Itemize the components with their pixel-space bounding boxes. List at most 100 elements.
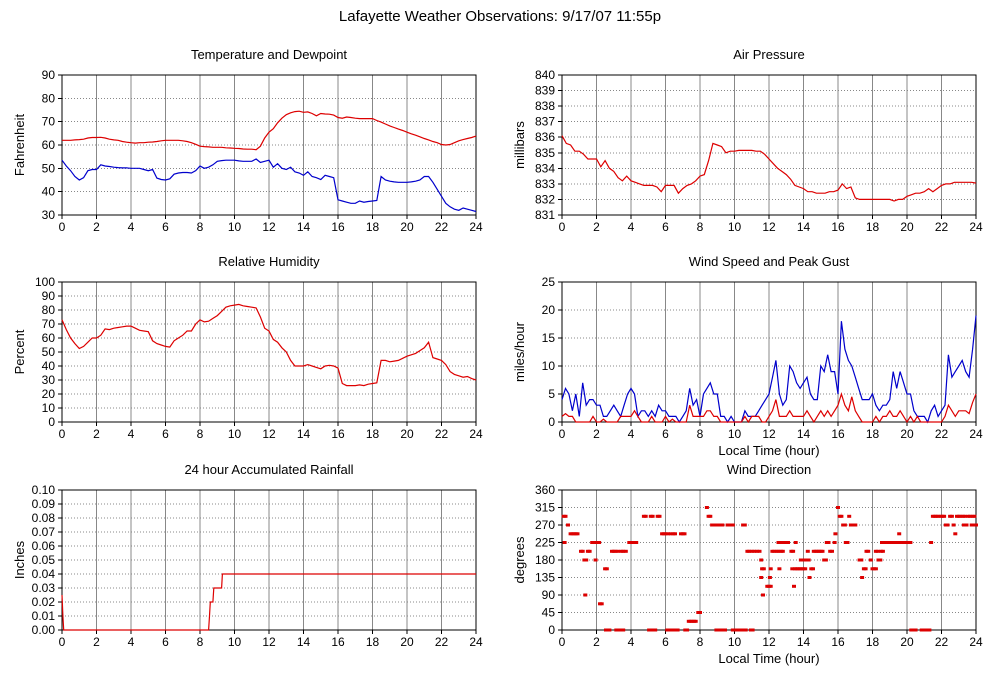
svg-text:90: 90 xyxy=(42,68,56,82)
axes xyxy=(558,74,977,219)
svg-text:24: 24 xyxy=(469,635,483,649)
chart-canvas-temperature-dewpoint: 0 2 4 6 8 10 12 14 16 18 20 22 2430405060708090Tempe… xyxy=(12,47,483,234)
svg-text:14: 14 xyxy=(297,635,311,649)
svg-text:270: 270 xyxy=(535,518,555,532)
svg-text:315: 315 xyxy=(535,501,555,515)
series-humidity xyxy=(61,303,477,387)
svg-text:4: 4 xyxy=(628,220,635,234)
svg-text:0.10: 0.10 xyxy=(32,483,56,497)
chart-title: Relative Humidity xyxy=(218,254,320,269)
series-wind-direction xyxy=(561,506,978,632)
svg-text:2: 2 xyxy=(93,635,100,649)
svg-text:30: 30 xyxy=(42,373,56,387)
grid xyxy=(562,282,976,422)
y-tick-labels: 0 45 90 135 180 225 270 315 360 xyxy=(535,483,555,637)
svg-text:18: 18 xyxy=(866,635,880,649)
chart-wind-direction: 0 2 4 6 8 10 12 14 16 18 20 22 24 0 45 90 135 180 225 270 31… xyxy=(510,460,990,672)
svg-text:10: 10 xyxy=(228,427,242,441)
labels: Air Pressure millibars xyxy=(512,47,805,169)
svg-text:225: 225 xyxy=(535,536,555,550)
axes xyxy=(558,489,977,634)
chart-canvas-accumulated-rainfall: 0 2 4 6 8 10 12 14 16 18 20 22 240.000.010.020.030.0… xyxy=(12,462,483,649)
svg-text:20: 20 xyxy=(542,303,556,317)
svg-text:40: 40 xyxy=(42,359,56,373)
svg-text:12: 12 xyxy=(762,427,776,441)
labels: Wind Direction degrees Local Time (hour) xyxy=(512,462,820,666)
svg-text:0.06: 0.06 xyxy=(32,539,56,553)
x-axis-label: Local Time (hour) xyxy=(718,651,819,666)
svg-text:45: 45 xyxy=(542,606,556,620)
svg-text:24: 24 xyxy=(469,220,483,234)
svg-text:0: 0 xyxy=(548,623,555,637)
svg-text:837: 837 xyxy=(535,115,555,129)
svg-text:0.05: 0.05 xyxy=(32,553,56,567)
y-tick-labels: 0 5 10 15 20 25 xyxy=(542,275,556,429)
svg-text:10: 10 xyxy=(42,401,56,415)
series-dewpoint xyxy=(61,158,477,213)
svg-text:8: 8 xyxy=(197,220,204,234)
svg-text:14: 14 xyxy=(797,220,811,234)
svg-text:20: 20 xyxy=(42,387,56,401)
y-axis-label: Fahrenheit xyxy=(12,114,27,177)
svg-text:70: 70 xyxy=(42,115,56,129)
svg-text:0: 0 xyxy=(59,427,66,441)
svg-text:836: 836 xyxy=(535,130,555,144)
chart-air-pressure: 0 2 4 6 8 10 12 14 16 18 20 22 24 831 832 833 834 835 836 8… xyxy=(510,45,990,257)
svg-text:12: 12 xyxy=(762,220,776,234)
y-axis-label: miles/hour xyxy=(512,321,527,382)
y-axis-label: millibars xyxy=(512,121,527,169)
svg-text:0.00: 0.00 xyxy=(32,623,56,637)
axes xyxy=(558,281,977,426)
svg-text:2: 2 xyxy=(93,427,100,441)
svg-text:831: 831 xyxy=(535,208,555,222)
svg-text:835: 835 xyxy=(535,146,555,160)
series-temperature xyxy=(62,110,477,151)
x-tick-labels: 0 2 4 6 8 10 12 14 16 18 20 22 24 xyxy=(559,427,983,441)
svg-text:8: 8 xyxy=(197,635,204,649)
svg-text:2: 2 xyxy=(593,220,600,234)
svg-text:80: 80 xyxy=(42,91,56,105)
svg-text:20: 20 xyxy=(400,427,414,441)
series-pressure xyxy=(561,135,977,202)
svg-text:0: 0 xyxy=(59,220,66,234)
svg-text:0.04: 0.04 xyxy=(32,567,56,581)
svg-text:90: 90 xyxy=(42,289,56,303)
chart-title: Temperature and Dewpoint xyxy=(191,47,347,62)
svg-text:180: 180 xyxy=(535,553,555,567)
svg-text:20: 20 xyxy=(400,635,414,649)
grid xyxy=(562,490,976,630)
svg-text:10: 10 xyxy=(728,220,742,234)
svg-text:25: 25 xyxy=(542,275,556,289)
svg-text:60: 60 xyxy=(42,138,56,152)
svg-text:100: 100 xyxy=(35,275,55,289)
chart-relative-humidity: 0 2 4 6 8 10 12 14 16 18 20 22 24 0 10 20 30 40 50 60 70 80 90… xyxy=(10,252,490,464)
svg-text:60: 60 xyxy=(42,331,56,345)
grid xyxy=(62,75,476,215)
svg-text:10: 10 xyxy=(228,635,242,649)
x-tick-labels: 0 2 4 6 8 10 12 14 16 18 20 22 24 xyxy=(59,220,483,234)
y-axis-label: Inches xyxy=(12,540,27,579)
svg-text:0: 0 xyxy=(548,415,555,429)
svg-text:12: 12 xyxy=(262,220,276,234)
svg-text:833: 833 xyxy=(535,177,555,191)
svg-text:22: 22 xyxy=(935,635,949,649)
chart-canvas-relative-humidity: 0 2 4 6 8 10 12 14 16 18 20 22 240102030405060708090… xyxy=(12,254,483,441)
svg-text:360: 360 xyxy=(535,483,555,497)
svg-text:0.08: 0.08 xyxy=(32,511,56,525)
chart-title: Wind Speed and Peak Gust xyxy=(689,254,850,269)
chart-title: 24 hour Accumulated Rainfall xyxy=(184,462,353,477)
svg-text:70: 70 xyxy=(42,317,56,331)
x-tick-labels: 0 2 4 6 8 10 12 14 16 18 20 22 24 xyxy=(559,220,983,234)
svg-text:840: 840 xyxy=(535,68,555,82)
svg-text:10: 10 xyxy=(728,635,742,649)
svg-text:18: 18 xyxy=(366,635,380,649)
svg-text:20: 20 xyxy=(900,220,914,234)
series-rainfall xyxy=(61,573,476,631)
svg-text:8: 8 xyxy=(697,427,704,441)
labels: 24 hour Accumulated Rainfall Inches xyxy=(12,462,354,579)
x-axis-label: Local Time (hour) xyxy=(718,443,819,458)
svg-text:18: 18 xyxy=(366,220,380,234)
